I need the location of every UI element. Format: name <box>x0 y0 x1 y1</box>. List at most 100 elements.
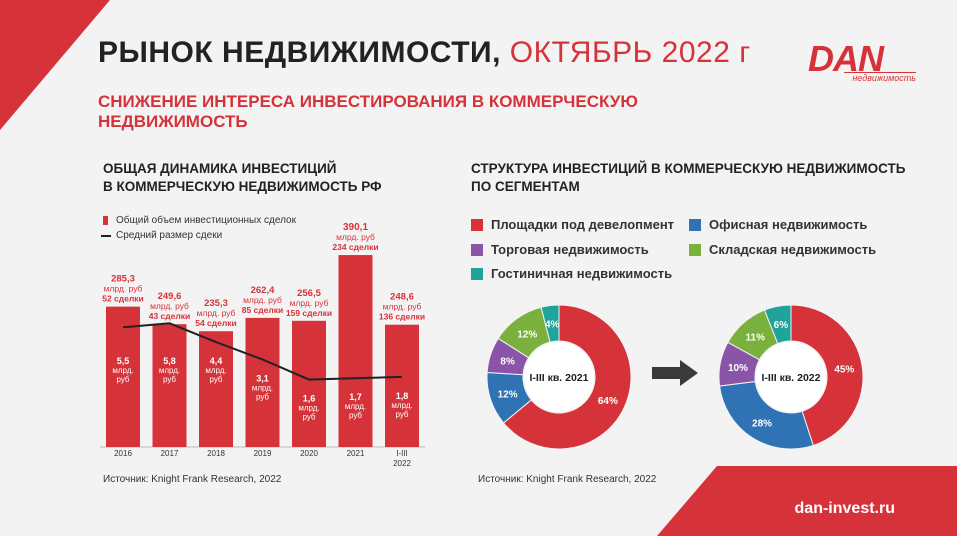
right-section-title: СТРУКТУРА ИНВЕСТИЦИЙ В КОММЕРЧЕСКУЮ НЕДВ… <box>471 160 905 196</box>
legend-bar-label: Общий объем инвестиционных сделок <box>116 215 296 226</box>
bar-3 <box>245 317 280 447</box>
right-source: Источник: Knight Frank Research, 2022 <box>478 474 657 485</box>
legend-label-warehouse: Складская недвижимость <box>709 242 877 257</box>
donut-slice-label: 12% <box>517 329 537 340</box>
bar-unit-label: млрд. руб <box>197 308 236 318</box>
page-subtitle: СНИЖЕНИЕ ИНТЕРЕСА ИНВЕСТИРОВАНИЯ В КОММЕ… <box>98 92 638 131</box>
legend-label-hotel: Гостиничная недвижимость <box>491 266 673 281</box>
x-tick-label: 2021 <box>347 449 365 458</box>
avg-unit-label: млрд. <box>205 366 226 375</box>
legend-swatch-retail <box>471 243 483 256</box>
avg-unit-label: млрд. <box>252 383 273 392</box>
bar-value-label: 262,4 <box>251 285 275 296</box>
legend-swatch-development <box>471 218 483 231</box>
donut-slice-label: 6% <box>774 320 789 331</box>
legend-item-retail: Торговая недвижимость <box>471 242 649 257</box>
page-title-accent: ОКТЯБРЬ 2022 г <box>509 36 751 69</box>
bar-deals-label: 52 сделки <box>102 294 144 304</box>
legend-swatch-hotel <box>471 267 483 280</box>
legend-item-warehouse: Складская недвижимость <box>689 242 876 257</box>
left-section-title: ОБЩАЯ ДИНАМИКА ИНВЕСТИЦИЙ В КОММЕРЧЕСКУЮ… <box>103 160 382 196</box>
bar-deals-label: 234 сделки <box>332 242 378 252</box>
avg-value-label: 1,8 <box>396 391 409 401</box>
bar-value-label: 285,3 <box>111 274 135 285</box>
donut-slice-label: 64% <box>598 396 618 407</box>
x-tick-label: 2020 <box>300 449 318 458</box>
bar-unit-label: млрд. руб <box>243 295 282 305</box>
bar-unit-label: млрд. руб <box>336 232 375 242</box>
avg-unit-label: руб <box>209 375 222 384</box>
page-title: РЫНОК НЕДВИЖИМОСТИ, ОКТЯБРЬ 2022 г <box>98 36 751 70</box>
x-tick-label: I-III <box>396 449 408 458</box>
legend-line-swatch <box>101 234 111 237</box>
bar-value-label: 248,6 <box>390 292 414 303</box>
avg-value-label: 1,6 <box>303 394 316 404</box>
avg-value-label: 1,7 <box>349 392 362 402</box>
bar-deals-label: 136 сделки <box>379 312 425 322</box>
donut-slice-label: 10% <box>728 363 748 374</box>
avg-unit-label: руб <box>256 392 269 401</box>
bar-4 <box>292 320 326 447</box>
brand-logo: DAN недвижимость <box>808 38 920 86</box>
bar-deals-label: 85 сделки <box>242 305 284 315</box>
avg-unit-label: руб <box>302 413 315 422</box>
legend-line-label: Средний размер сдеки <box>116 230 223 241</box>
arrow-right-icon <box>652 360 698 386</box>
decor-corner-top-left <box>0 0 110 130</box>
avg-value-label: 4,4 <box>210 356 223 366</box>
x-tick-label: 2019 <box>254 449 272 458</box>
right-title-line-2: ПО СЕГМЕНТАМ <box>471 179 580 194</box>
left-source: Источник: Knight Frank Research, 2022 <box>103 474 282 485</box>
donut-slice-label: 12% <box>498 390 518 401</box>
donut-slice-label: 11% <box>746 332 766 343</box>
bar-deals-label: 43 сделки <box>149 311 191 321</box>
x-tick-label: 2022 <box>393 459 411 468</box>
legend-label-development: Площадки под девелопмент <box>491 217 675 232</box>
bar-1 <box>152 324 187 447</box>
donut-hole <box>524 342 594 412</box>
x-tick-label: 2017 <box>161 449 179 458</box>
bar-value-label: 390,1 <box>343 222 368 233</box>
donut-slice-0 <box>790 304 864 447</box>
avg-value-label: 5,8 <box>163 356 176 366</box>
avg-unit-label: руб <box>395 410 408 419</box>
legend-item-office: Офисная недвижимость <box>689 217 867 232</box>
donut-chart-2022: 45% 28% 10% 11% 6% I-III кв. 2022 <box>718 304 864 450</box>
right-title-line-1: СТРУКТУРА ИНВЕСТИЦИЙ В КОММЕРЧЕСКУЮ НЕДВ… <box>471 161 906 176</box>
avg-unit-label: млрд. <box>159 366 180 375</box>
avg-value-label: 3,1 <box>256 373 269 383</box>
bar-value-label: 235,3 <box>204 298 228 309</box>
avg-unit-label: млрд. <box>391 401 412 410</box>
avg-unit-label: руб <box>163 375 176 384</box>
bar-unit-label: млрд. руб <box>150 301 189 311</box>
donut-slice-4 <box>763 304 792 345</box>
avg-line <box>122 322 403 381</box>
logo-subtext: недвижимость <box>844 72 916 83</box>
bar-value-label: 256,5 <box>297 288 321 299</box>
avg-unit-label: млрд. <box>298 404 319 413</box>
bar-5 <box>338 255 373 447</box>
donut-center-label: I-III кв. 2022 <box>762 372 821 384</box>
avg-unit-label: млрд. <box>345 402 366 411</box>
x-tick-label: 2018 <box>207 449 225 458</box>
donut-slice-label: 8% <box>500 356 515 367</box>
avg-unit-label: млрд. <box>112 366 133 375</box>
bar-deals-label: 54 сделки <box>195 318 237 328</box>
left-title-line-1: ОБЩАЯ ДИНАМИКА ИНВЕСТИЦИЙ <box>103 161 337 176</box>
bar-unit-label: млрд. руб <box>383 302 422 312</box>
avg-unit-label: руб <box>116 375 129 384</box>
x-tick-label: 2016 <box>114 449 132 458</box>
website-link[interactable]: dan-invest.ru <box>794 500 895 517</box>
legend-bar-swatch <box>103 216 108 225</box>
avg-unit-label: руб <box>349 411 362 420</box>
legend-label-office: Офисная недвижимость <box>709 217 868 232</box>
donut-hole <box>756 342 826 412</box>
legend-item-development: Площадки под девелопмент <box>471 217 674 232</box>
donut-slice-0 <box>502 304 632 450</box>
legend-swatch-office <box>689 218 701 231</box>
bar-value-label: 249,6 <box>158 291 182 302</box>
page-title-main: РЫНОК НЕДВИЖИМОСТИ, <box>98 36 501 69</box>
legend-label-retail: Торговая недвижимость <box>491 242 649 257</box>
donut-slice-label: 28% <box>752 419 772 430</box>
